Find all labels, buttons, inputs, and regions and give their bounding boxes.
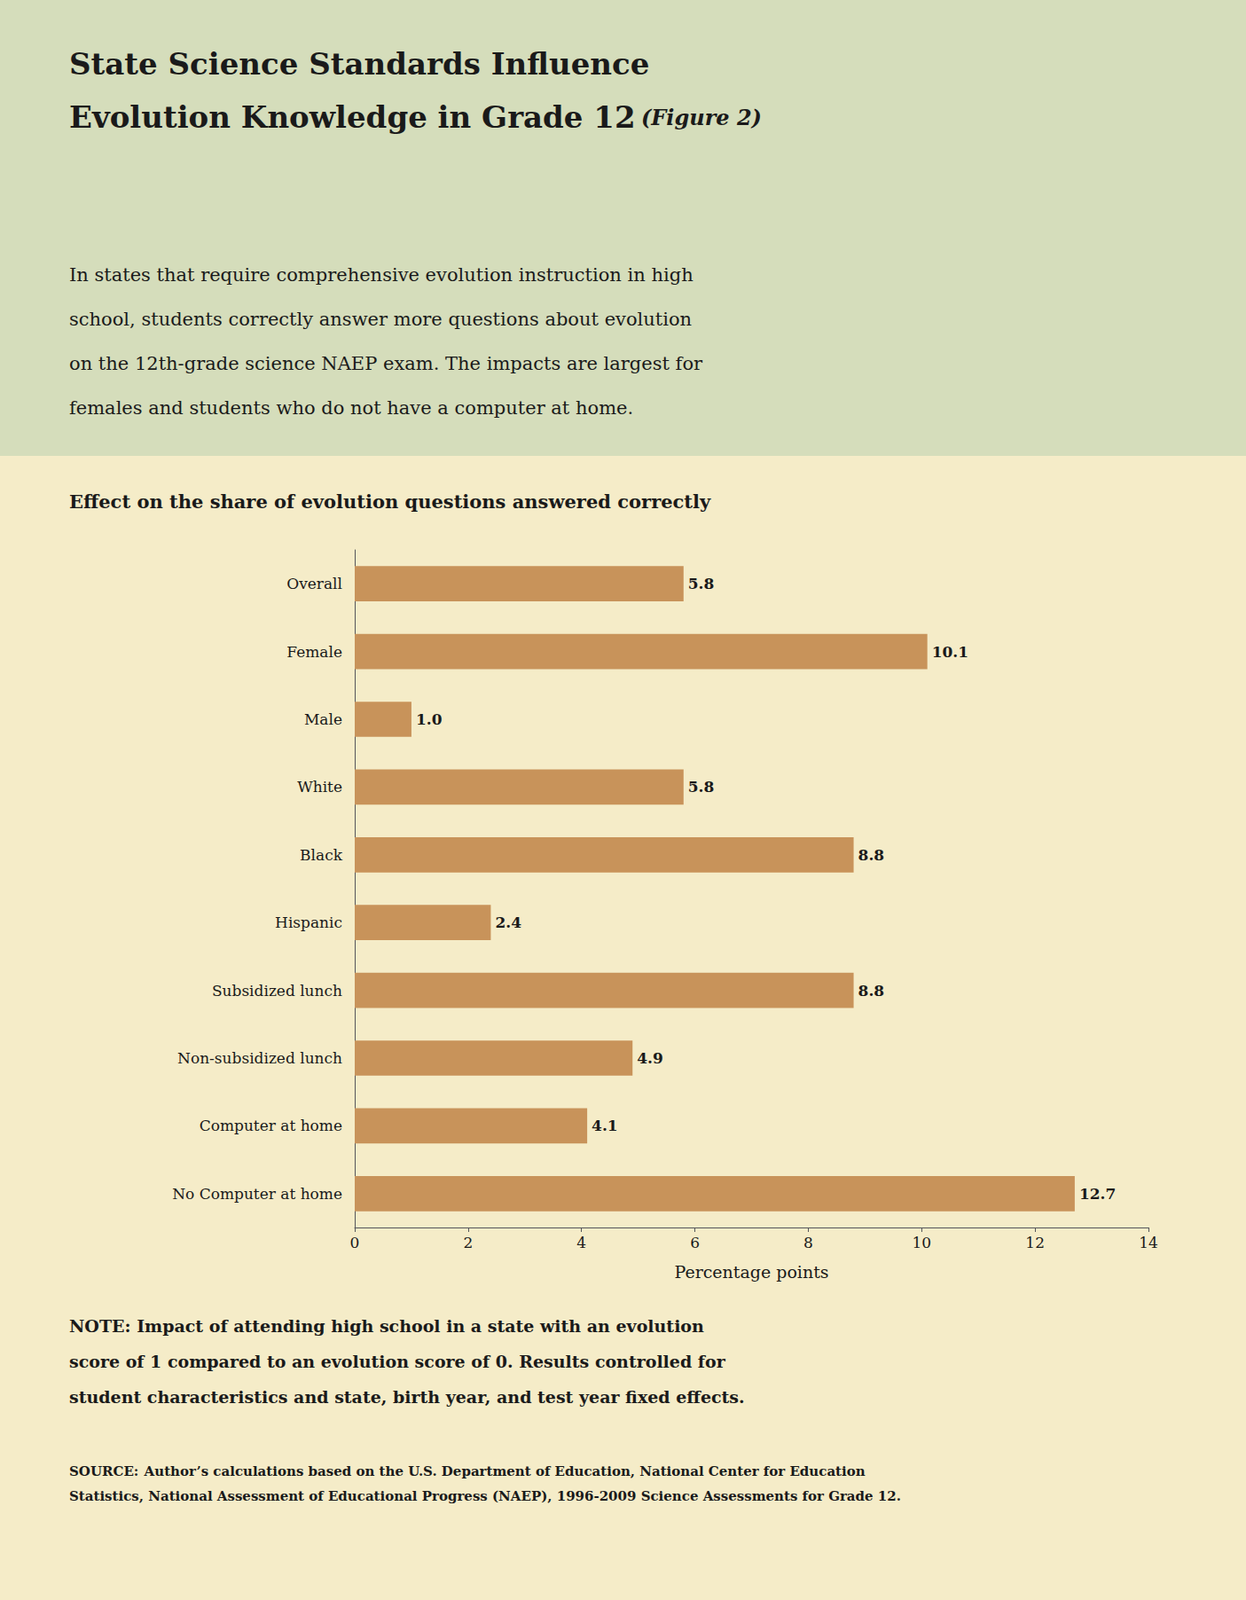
svg-text:In states that require compreh: In states that require comprehensive evo… bbox=[69, 264, 694, 286]
svg-text:Black: Black bbox=[299, 846, 344, 864]
svg-text:2: 2 bbox=[462, 1233, 473, 1252]
svg-text:10.1: 10.1 bbox=[932, 642, 969, 661]
svg-text:8: 8 bbox=[803, 1233, 814, 1252]
svg-text:0: 0 bbox=[350, 1233, 361, 1252]
svg-text:Computer at home: Computer at home bbox=[199, 1116, 343, 1135]
svg-text:12: 12 bbox=[1025, 1233, 1045, 1252]
svg-text:2.4: 2.4 bbox=[494, 913, 522, 932]
svg-text:Hispanic: Hispanic bbox=[274, 913, 343, 932]
svg-text:student characteristics and st: student characteristics and state, birth… bbox=[69, 1387, 745, 1407]
svg-text:Effect on the share of evoluti: Effect on the share of evolution questio… bbox=[69, 490, 712, 513]
svg-text:4: 4 bbox=[576, 1233, 587, 1252]
svg-text:State Science Standards Influe: State Science Standards Influence bbox=[69, 46, 650, 82]
svg-text:5.8: 5.8 bbox=[688, 777, 715, 796]
svg-text:Subsidized lunch: Subsidized lunch bbox=[211, 981, 343, 1000]
svg-text:10: 10 bbox=[911, 1233, 932, 1252]
svg-text:Non-subsidized lunch: Non-subsidized lunch bbox=[177, 1049, 343, 1067]
svg-text:8.8: 8.8 bbox=[858, 846, 886, 864]
svg-text:females and students who do no: females and students who do not have a c… bbox=[69, 397, 634, 419]
svg-text:school, students correctly ans: school, students correctly answer more q… bbox=[69, 308, 692, 330]
svg-text:on the 12th-grade science NAEP: on the 12th-grade science NAEP exam. The… bbox=[69, 352, 704, 375]
svg-text:(Figure 2): (Figure 2) bbox=[641, 104, 762, 131]
svg-text:Evolution Knowledge in Grade 1: Evolution Knowledge in Grade 12 bbox=[69, 99, 636, 135]
svg-text:Percentage points: Percentage points bbox=[673, 1261, 829, 1282]
svg-text:5.8: 5.8 bbox=[688, 574, 715, 593]
svg-text:score of 1 compared to an evol: score of 1 compared to an evolution scor… bbox=[69, 1351, 727, 1372]
svg-text:SOURCE:: SOURCE: bbox=[69, 1463, 139, 1480]
svg-text:No Computer at home: No Computer at home bbox=[172, 1184, 343, 1203]
svg-text:Overall: Overall bbox=[286, 574, 343, 593]
svg-text:Author’s calculations based on: Author’s calculations based on the U.S. … bbox=[143, 1463, 866, 1480]
svg-text:Female: Female bbox=[286, 642, 343, 661]
svg-text:4.1: 4.1 bbox=[591, 1116, 619, 1135]
svg-text:12.7: 12.7 bbox=[1079, 1184, 1116, 1203]
svg-text:White: White bbox=[297, 777, 343, 796]
svg-text:6: 6 bbox=[689, 1233, 700, 1252]
svg-text:NOTE: Impact of attending high: NOTE: Impact of attending high school in… bbox=[69, 1316, 705, 1336]
svg-text:8.8: 8.8 bbox=[858, 981, 886, 1000]
svg-text:1.0: 1.0 bbox=[415, 710, 443, 729]
svg-text:Male: Male bbox=[304, 710, 343, 729]
svg-text:Statistics, National Assessmen: Statistics, National Assessment of Educa… bbox=[69, 1488, 902, 1505]
svg-text:14: 14 bbox=[1138, 1233, 1159, 1252]
svg-text:4.9: 4.9 bbox=[636, 1049, 664, 1067]
